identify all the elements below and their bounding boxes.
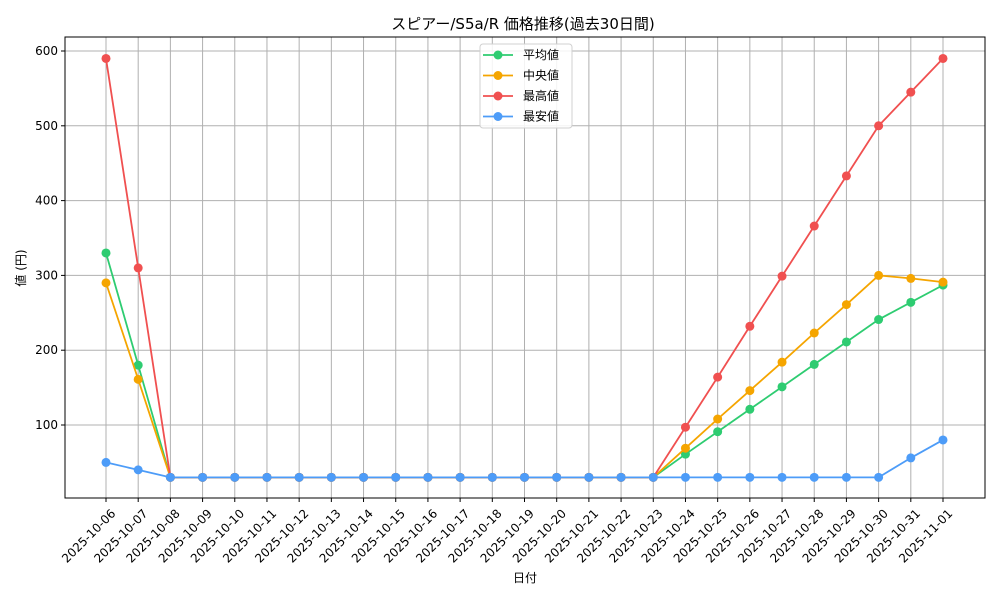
data-point — [906, 87, 916, 97]
data-point — [101, 457, 111, 467]
data-point — [359, 472, 369, 482]
data-point — [198, 472, 208, 482]
legend-label: 中央値 — [523, 68, 559, 83]
data-point — [841, 171, 851, 181]
data-point — [841, 337, 851, 347]
x-axis: 2025-10-062025-10-072025-10-082025-10-09… — [59, 498, 955, 566]
data-point — [777, 271, 787, 281]
data-point — [391, 472, 401, 482]
data-point — [133, 465, 143, 475]
data-point — [809, 221, 819, 231]
legend-label: 最高値 — [523, 88, 559, 103]
y-tick-label: 400 — [35, 194, 58, 208]
legend-marker — [493, 112, 503, 121]
data-point — [584, 472, 594, 482]
data-point — [809, 359, 819, 369]
data-point — [133, 374, 143, 384]
legend-label: 平均値 — [523, 47, 559, 62]
data-point — [906, 297, 916, 307]
data-point — [938, 435, 948, 445]
data-point — [133, 263, 143, 273]
data-point — [874, 270, 884, 280]
series-lines — [101, 53, 948, 482]
data-point — [101, 278, 111, 288]
data-point — [745, 321, 755, 331]
data-point — [938, 277, 948, 287]
data-point — [165, 472, 175, 482]
legend-label: 最安値 — [523, 109, 559, 124]
data-point — [713, 372, 723, 382]
data-point — [648, 472, 658, 482]
data-point — [777, 357, 787, 367]
data-point — [906, 453, 916, 463]
data-point — [680, 472, 690, 482]
data-point — [294, 472, 304, 482]
data-point — [745, 386, 755, 396]
grid-lines — [65, 37, 985, 498]
chart-title: スピアー/S5a/R 価格推移(過去30日間) — [391, 15, 654, 33]
data-point — [423, 472, 433, 482]
data-point — [745, 472, 755, 482]
data-point — [326, 472, 336, 482]
data-point — [262, 472, 272, 482]
legend-marker — [493, 71, 503, 80]
data-point — [874, 472, 884, 482]
legend-marker — [493, 50, 503, 60]
data-point — [455, 472, 465, 482]
legend-box — [479, 43, 573, 129]
data-point — [841, 300, 851, 310]
data-point — [906, 273, 916, 283]
data-point — [745, 404, 755, 414]
data-point — [101, 53, 111, 63]
x-axis-label: 日付 — [513, 571, 537, 585]
data-point — [680, 443, 690, 453]
data-point — [777, 472, 787, 482]
data-point — [552, 472, 562, 482]
data-point — [713, 427, 723, 437]
data-point — [101, 248, 111, 258]
y-axis-label: 値 (円) — [13, 249, 28, 286]
data-point — [874, 315, 884, 325]
data-point — [777, 382, 787, 392]
data-point — [616, 472, 626, 482]
data-point — [938, 53, 948, 63]
data-point — [133, 360, 143, 370]
data-point — [809, 472, 819, 482]
y-tick-label: 300 — [35, 268, 58, 282]
data-point — [520, 472, 529, 482]
data-point — [809, 328, 819, 338]
data-point — [713, 472, 723, 482]
y-tick-label: 500 — [35, 119, 58, 133]
data-point — [713, 414, 723, 424]
y-axis: 100 200 300 400 500 600 — [35, 44, 65, 432]
data-point — [680, 422, 690, 432]
data-point — [841, 472, 851, 482]
data-point — [487, 472, 497, 482]
data-point — [230, 472, 240, 482]
y-tick-label: 200 — [35, 343, 58, 357]
y-tick-label: 600 — [35, 44, 58, 58]
legend-marker — [493, 91, 503, 101]
data-point — [874, 121, 884, 131]
y-tick-label: 100 — [35, 418, 58, 432]
